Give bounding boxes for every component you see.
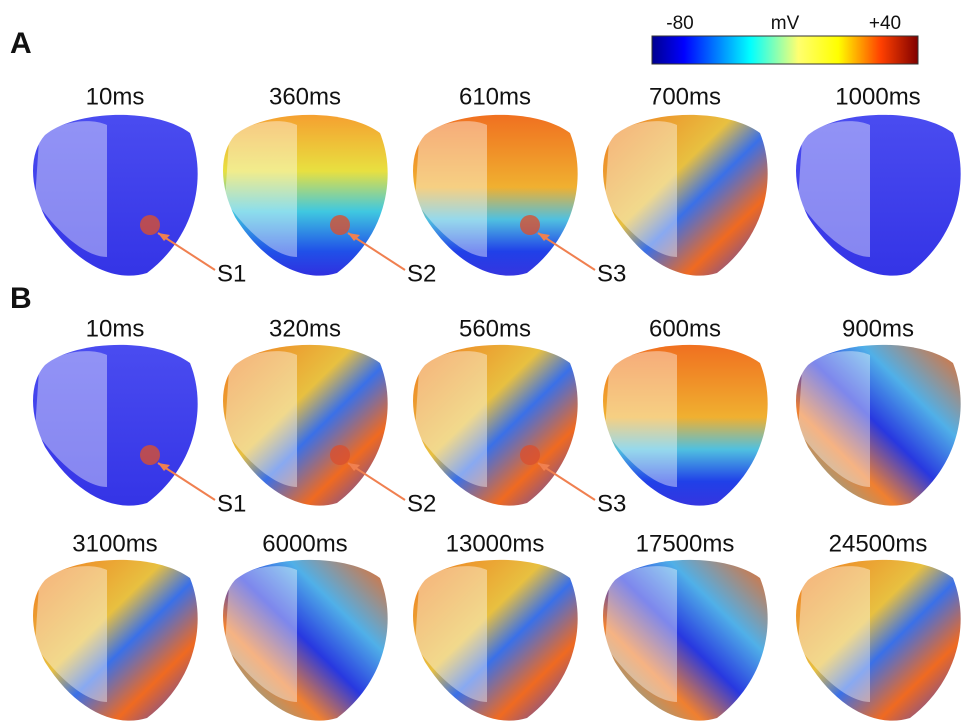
- stimulus-label: S2: [407, 260, 436, 287]
- colorbar-min: -80: [666, 13, 693, 34]
- time-label: 10ms: [86, 83, 145, 110]
- stimulus-site: [330, 215, 350, 235]
- colorbar-max: +40: [869, 13, 901, 34]
- stimulus-label: S2: [407, 490, 436, 517]
- time-label: 3100ms: [72, 530, 157, 557]
- heart-atrium: [415, 121, 487, 257]
- heart-atrium: [225, 121, 297, 257]
- stimulus-label: S3: [597, 490, 626, 517]
- stimulus-site: [140, 215, 160, 235]
- heart-atrium: [798, 566, 870, 702]
- stimulus-label: S3: [597, 260, 626, 287]
- heart-atrium: [35, 566, 107, 702]
- stimulus-site: [520, 215, 540, 235]
- stimulus-label: S1: [217, 260, 246, 287]
- heart-atrium: [35, 351, 107, 487]
- heart-atrium: [225, 351, 297, 487]
- stimulus-site: [330, 445, 350, 465]
- heart-atrium: [415, 566, 487, 702]
- heart-atrium: [605, 121, 677, 257]
- time-label: 600ms: [649, 315, 721, 342]
- time-label: 17500ms: [636, 530, 735, 557]
- heart-atrium: [605, 351, 677, 487]
- heart-atrium: [35, 121, 107, 257]
- time-label: 360ms: [269, 83, 341, 110]
- time-label: 900ms: [842, 315, 914, 342]
- time-label: 700ms: [649, 83, 721, 110]
- stimulus-site: [140, 445, 160, 465]
- time-label: 610ms: [459, 83, 531, 110]
- panel-label: B: [10, 282, 32, 315]
- time-label: 1000ms: [835, 83, 920, 110]
- time-label: 10ms: [86, 315, 145, 342]
- time-label: 6000ms: [262, 530, 347, 557]
- colorbar-unit: mV: [771, 13, 800, 34]
- heart-atrium: [798, 121, 870, 257]
- stimulus-label: S1: [217, 490, 246, 517]
- page: {"colorbar": {"min_label": "-80", "unit"…: [0, 0, 974, 723]
- figure: -80 mV +40 A 10ms S1 360ms S2 610ms S3 700ms 100…: [0, 0, 974, 723]
- panel-label: A: [10, 27, 32, 60]
- time-label: 13000ms: [446, 530, 545, 557]
- time-label: 560ms: [459, 315, 531, 342]
- heart-atrium: [798, 351, 870, 487]
- stimulus-site: [520, 445, 540, 465]
- heart-atrium: [225, 566, 297, 702]
- time-label: 24500ms: [829, 530, 928, 557]
- colorbar: [652, 36, 918, 64]
- heart-atrium: [415, 351, 487, 487]
- time-label: 320ms: [269, 315, 341, 342]
- heart-atrium: [605, 566, 677, 702]
